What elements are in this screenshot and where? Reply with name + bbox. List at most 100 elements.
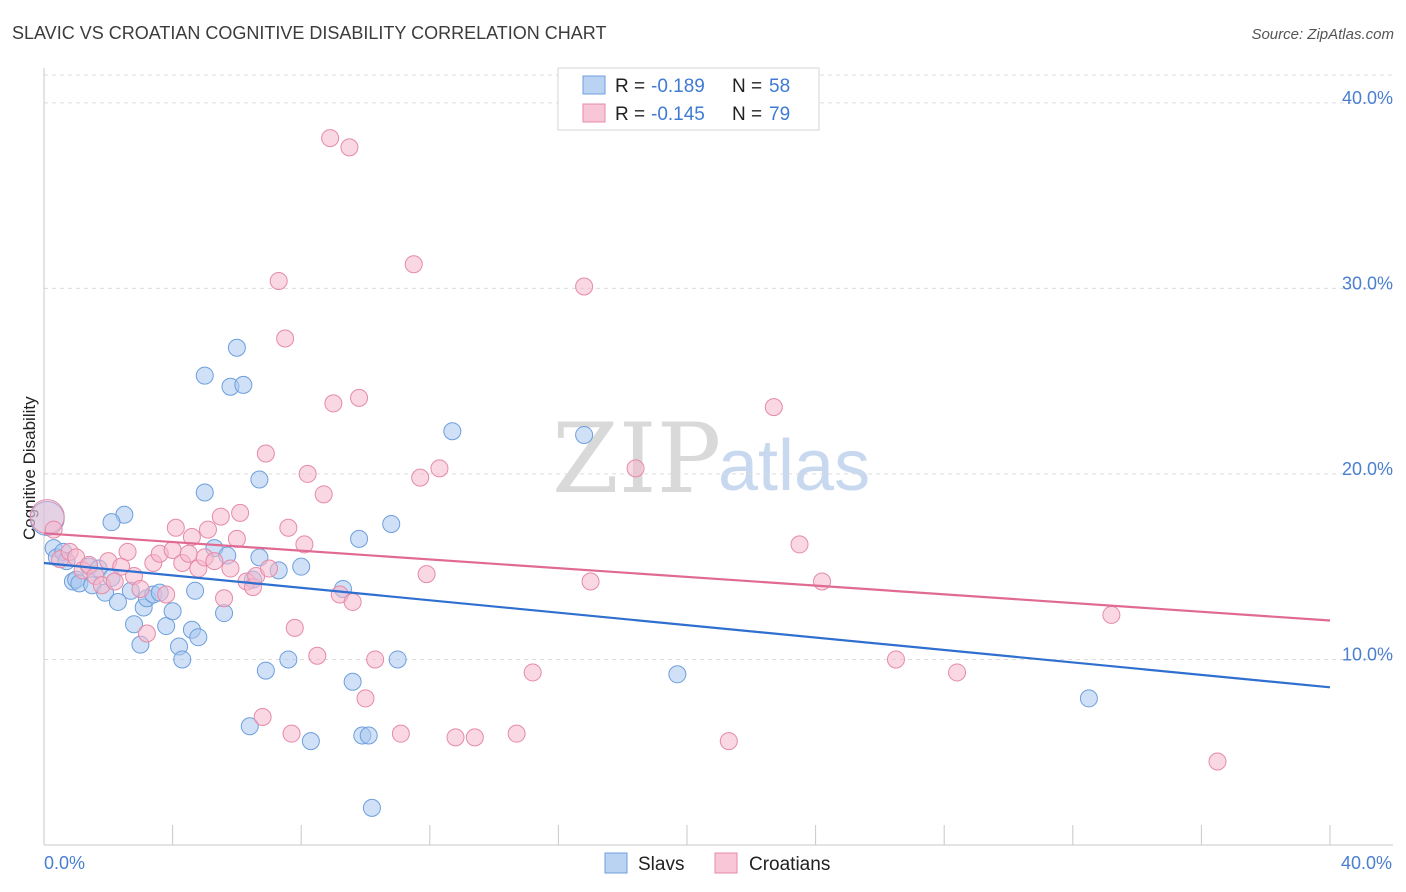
croatians-point: [404, 255, 423, 274]
slavs-point: [279, 650, 298, 669]
croatians-point: [182, 528, 201, 546]
watermark-atlas: atlas: [718, 426, 870, 506]
bottom-legend-swatch-slavs: [604, 852, 628, 874]
slavs-point: [240, 717, 259, 736]
slavs-point: [382, 515, 401, 534]
slavs-point: [157, 617, 176, 636]
stats-legend-n-label-slavs: N =: [732, 76, 762, 97]
y-tick-label: 30.0%: [1342, 273, 1393, 293]
axes: [43, 68, 1393, 846]
croatians-point: [256, 444, 275, 463]
stats-legend-r-value-croatians: -0.145: [651, 104, 705, 125]
croatians-point: [321, 129, 340, 148]
slavs-point: [102, 513, 121, 532]
croatians-point: [211, 507, 230, 526]
croatians-point: [948, 663, 967, 682]
croatians-point: [764, 398, 783, 417]
y-tick-label: 40.0%: [1342, 88, 1393, 108]
croatians-point: [308, 646, 327, 665]
croatians-point: [215, 589, 234, 608]
slavs-point: [362, 798, 381, 817]
croatians-point: [430, 459, 449, 478]
croatians-point: [324, 394, 343, 413]
watermark-zip: ZIP: [552, 403, 721, 515]
stats-legend-n-label-croatians: N =: [732, 104, 762, 125]
croatians-point: [118, 542, 137, 561]
croatians-point: [411, 468, 430, 487]
croatians-point: [279, 518, 298, 537]
slavs-point: [250, 470, 269, 489]
bottom-legend: Slavs Croatians: [604, 852, 830, 875]
x-tick-label-max: 40.0%: [1341, 853, 1392, 873]
slavs-point: [234, 375, 253, 394]
bottom-legend-label-slavs: Slavs: [638, 854, 684, 875]
slavs-trend-line: [43, 561, 1331, 689]
slavs-point: [195, 483, 214, 502]
stats-legend-r-label-croatians: R =: [615, 104, 645, 125]
croatians-point: [1102, 605, 1121, 624]
y-tick-label: 20.0%: [1342, 459, 1393, 479]
croatians-point: [626, 459, 645, 478]
stats-legend-n-value-croatians: 79: [769, 104, 790, 125]
bottom-legend-label-croatians: Croatians: [749, 854, 830, 875]
croatians-point: [523, 663, 542, 682]
croatians-point: [137, 624, 156, 643]
croatians-point: [221, 559, 240, 578]
slavs-point: [189, 628, 208, 647]
croatians-point: [253, 707, 272, 726]
croatians-point: [391, 724, 410, 743]
croatians-point: [282, 724, 301, 743]
y-tick-labels: 10.0% 20.0% 30.0% 40.0%: [1342, 88, 1393, 665]
slavs-point: [388, 650, 407, 669]
croatians-point: [790, 535, 809, 554]
slavs-point: [108, 592, 127, 611]
croatians-point: [581, 572, 600, 591]
croatians-point: [356, 689, 375, 708]
croatians-point: [446, 728, 465, 747]
croatians-trend-line: [43, 532, 1331, 622]
slavs-point: [256, 661, 275, 680]
slavs-point: [227, 338, 246, 357]
slavs-point: [163, 602, 182, 621]
slavs-point: [173, 650, 192, 669]
croatians-point: [465, 728, 484, 747]
watermark: ZIP atlas: [552, 403, 870, 515]
croatians-point: [340, 138, 359, 157]
croatians-point: [719, 732, 738, 751]
croatians-point: [44, 520, 63, 539]
croatians-point: [343, 592, 362, 611]
croatians-point: [231, 503, 250, 522]
slavs-point: [125, 615, 144, 634]
stats-legend-r-label-slavs: R =: [615, 76, 645, 97]
croatians-point: [227, 529, 246, 548]
croatians-point: [314, 485, 333, 504]
slavs-point: [668, 665, 687, 684]
slavs-point: [292, 557, 311, 576]
x-tick-label-min: 0.0%: [44, 853, 85, 873]
slavs-point: [350, 529, 369, 548]
croatians-point: [886, 650, 905, 669]
croatians-point: [157, 585, 176, 604]
stats-legend: R = -0.189 N = 58 R = -0.145 N = 79: [557, 67, 820, 131]
slavs-point: [186, 581, 205, 600]
croatians-point: [205, 552, 224, 571]
croatians-point: [260, 559, 279, 578]
slavs-point: [1079, 689, 1098, 708]
stats-legend-swatch-croatians: [582, 103, 606, 123]
slavs-point: [343, 672, 362, 691]
bottom-legend-swatch-croatians: [714, 852, 738, 874]
series-croatians-points: [29, 129, 1227, 771]
slavs-point: [359, 726, 378, 745]
croatians-point: [131, 579, 150, 598]
chart-title: SLAVIC VS CROATIAN COGNITIVE DISABILITY …: [12, 23, 606, 43]
y-tick-label: 10.0%: [1342, 644, 1393, 664]
croatians-point: [285, 618, 304, 637]
stats-legend-swatch-slavs: [582, 75, 606, 95]
croatians-point: [507, 724, 526, 743]
croatians-point: [298, 464, 317, 483]
stats-legend-n-value-slavs: 58: [769, 76, 790, 97]
stats-legend-r-value-slavs: -0.189: [651, 76, 705, 97]
croatians-point: [166, 518, 185, 537]
trend-lines: [43, 532, 1331, 689]
